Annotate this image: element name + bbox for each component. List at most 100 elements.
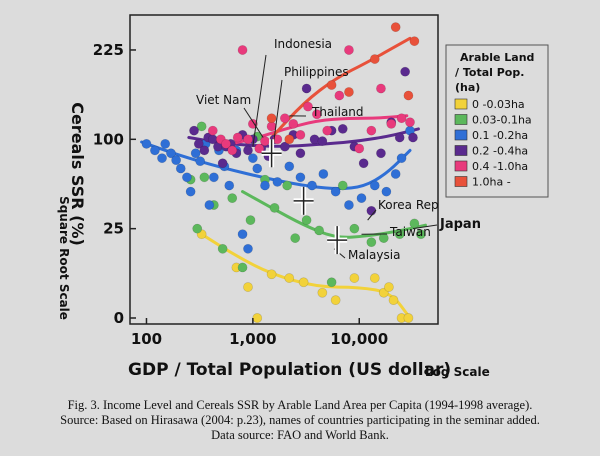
- caption-line-1: Fig. 3. Income Level and Cereals SSR by …: [67, 398, 533, 412]
- data-point: [326, 80, 337, 90]
- x-tick-label: 100: [131, 330, 162, 348]
- legend-swatch: [454, 114, 468, 125]
- data-point: [409, 36, 420, 47]
- data-point: [232, 132, 243, 143]
- country-label: Japan: [439, 217, 481, 232]
- country-label: Taiwan: [389, 225, 431, 239]
- axis-ticks: 0 25 100 225 100 1,000 10,000: [93, 41, 388, 348]
- data-point: [394, 229, 405, 240]
- data-point: [303, 101, 313, 112]
- data-point: [243, 282, 253, 292]
- data-point: [386, 118, 397, 129]
- data-point: [199, 172, 210, 183]
- data-point: [396, 113, 407, 124]
- legend-swatch: [454, 98, 468, 110]
- x-tick-label: 1,000: [229, 330, 276, 348]
- data-point: [247, 118, 258, 129]
- data-point: [405, 117, 415, 128]
- data-point: [192, 223, 203, 234]
- x-tick-label: 10,000: [330, 330, 388, 348]
- data-point: [326, 277, 337, 288]
- data-point: [322, 125, 333, 136]
- data-point: [171, 155, 182, 166]
- data-point: [295, 172, 306, 183]
- data-point: [349, 223, 360, 234]
- cross-markers: [261, 139, 348, 255]
- data-point: [317, 287, 328, 298]
- data-point: [366, 237, 377, 248]
- data-point: [175, 163, 186, 174]
- y-tick-label: 0: [114, 309, 124, 327]
- data-point: [396, 153, 407, 164]
- data-point: [366, 125, 377, 136]
- legend-swatch: [454, 160, 468, 172]
- y-tick-label: 25: [103, 220, 124, 238]
- data-point: [403, 90, 414, 101]
- trend-line-series-5: [219, 114, 409, 148]
- data-point: [237, 229, 248, 240]
- country-label: Thailand: [311, 105, 364, 119]
- country-labels: Indonesia Philippines Viet Nam Thailand Kore…: [196, 37, 481, 262]
- data-point: [207, 125, 218, 136]
- data-point: [381, 186, 392, 197]
- data-point: [344, 87, 354, 97]
- data-point: [369, 273, 380, 283]
- data-point: [403, 313, 414, 323]
- data-point: [318, 169, 329, 179]
- legend-swatch: [454, 129, 468, 141]
- data-point: [227, 193, 238, 204]
- data-point: [394, 132, 405, 143]
- data-point: [301, 215, 312, 226]
- data-point: [189, 125, 199, 136]
- data-point: [330, 295, 341, 306]
- data-point: [390, 169, 401, 179]
- scatter-points: [141, 22, 426, 323]
- data-point: [260, 180, 270, 191]
- data-point: [243, 134, 253, 145]
- trend-line-series-1: [200, 232, 412, 320]
- cross-marker: [327, 226, 348, 255]
- legend-title-line-3: (ha): [455, 81, 480, 94]
- x-axis-title: GDP / Total Population (US dollar): [128, 360, 451, 380]
- data-point: [290, 233, 301, 243]
- y-axis-title: Cereals SSR (%): [68, 102, 87, 246]
- caption-line-3: Data source: FAO and World Bank.: [211, 428, 389, 442]
- data-point: [369, 180, 380, 191]
- data-point: [307, 180, 317, 191]
- data-point: [237, 262, 248, 273]
- data-point: [260, 136, 270, 147]
- data-point: [358, 158, 369, 169]
- data-point: [312, 109, 322, 120]
- legend-swatch: [454, 176, 468, 187]
- legend-swatch: [454, 145, 468, 156]
- data-point: [204, 200, 215, 210]
- data-point: [195, 156, 206, 167]
- country-label: Viet Nam: [196, 93, 251, 107]
- data-point: [416, 229, 426, 240]
- data-point: [245, 215, 256, 226]
- data-point: [252, 163, 263, 174]
- data-point: [266, 113, 277, 124]
- data-point: [366, 205, 377, 216]
- data-point: [295, 148, 306, 159]
- legend-label: 0.4 -1.0ha: [472, 160, 528, 173]
- legend: Arable Land / Total Pop. (ha) 0 -0.03ha0…: [445, 44, 549, 198]
- data-point: [252, 313, 263, 323]
- legend-label: 0.2 -0.4ha: [472, 145, 528, 158]
- data-point: [193, 138, 204, 149]
- data-point: [243, 243, 253, 254]
- y-tick-label: 100: [93, 130, 124, 148]
- trend-line-series-6: [270, 36, 412, 139]
- data-point: [295, 130, 306, 140]
- data-point: [185, 186, 196, 197]
- figure-caption: Fig. 3. Income Level and Cereals SSR by …: [0, 398, 600, 443]
- legend-title-line-2: / Total Pop.: [455, 66, 524, 79]
- data-point: [182, 172, 192, 183]
- data-point: [208, 172, 219, 183]
- legend-label: 1.0ha -: [472, 176, 511, 189]
- data-point: [344, 200, 354, 210]
- data-point: [334, 90, 345, 101]
- country-label: Philippines: [284, 65, 349, 79]
- data-point: [376, 148, 386, 159]
- leader-line: [412, 224, 438, 230]
